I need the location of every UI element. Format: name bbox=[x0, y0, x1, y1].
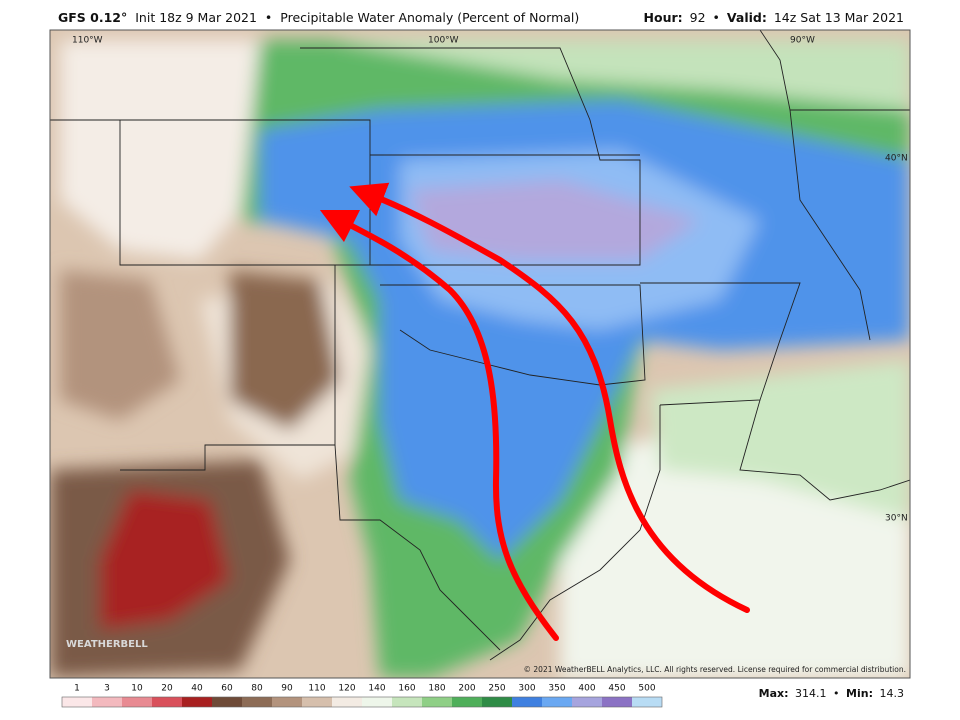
colorbar-swatch bbox=[362, 697, 392, 707]
colorbar-swatch bbox=[302, 697, 332, 707]
colorbar-swatch bbox=[272, 697, 302, 707]
separator: • bbox=[265, 10, 272, 25]
colorbar-frame bbox=[61, 696, 663, 708]
colorbar-swatch bbox=[212, 697, 242, 707]
colorbar-swatch bbox=[152, 697, 182, 707]
colorbar-label: 1 bbox=[74, 684, 80, 694]
header-right: Hour: 92 • Valid: 14z Sat 13 Mar 2021 bbox=[644, 10, 904, 25]
lon-label: 90°W bbox=[790, 36, 815, 46]
colorbar: 1 3 10 20 40 60 80 90 110 120 140 160 180 200 250 300 35… bbox=[61, 684, 663, 708]
colorbar-swatch bbox=[242, 697, 272, 707]
colorbar-swatch bbox=[92, 697, 122, 707]
colorbar-label: 500 bbox=[638, 684, 655, 694]
colorbar-swatch bbox=[542, 697, 572, 707]
colorbar-swatch bbox=[482, 697, 512, 707]
separator: • bbox=[833, 687, 840, 700]
colorbar-label: 90 bbox=[281, 684, 293, 694]
header-left: GFS 0.12° Init 18z 9 Mar 2021 • Precipit… bbox=[58, 10, 579, 25]
colorbar-swatch bbox=[452, 697, 482, 707]
product: Precipitable Water Anomaly (Percent of N… bbox=[280, 10, 579, 25]
colorbar-label: 10 bbox=[131, 684, 143, 694]
colorbar-swatch bbox=[512, 697, 542, 707]
max: 314.1 bbox=[795, 687, 827, 700]
init: Init 18z 9 Mar 2021 bbox=[135, 10, 257, 25]
stats: Max: 314.1 • Min: 14.3 bbox=[759, 687, 904, 700]
colorbar-label: 400 bbox=[578, 684, 595, 694]
model: GFS 0.12° bbox=[58, 10, 127, 25]
colorbar-swatch bbox=[182, 697, 212, 707]
colorbar-label: 40 bbox=[191, 684, 203, 694]
colorbar-label: 110 bbox=[308, 684, 325, 694]
field bbox=[50, 40, 910, 678]
colorbar-label: 450 bbox=[608, 684, 625, 694]
colorbar-label: 80 bbox=[251, 684, 263, 694]
colorbar-label: 120 bbox=[338, 684, 355, 694]
min: 14.3 bbox=[880, 687, 905, 700]
colorbar-swatch bbox=[632, 697, 662, 707]
colorbar-label: 300 bbox=[518, 684, 535, 694]
colorbar-swatch bbox=[62, 697, 92, 707]
hour: 92 bbox=[690, 10, 706, 25]
colorbar-label: 250 bbox=[488, 684, 505, 694]
separator: • bbox=[713, 10, 720, 25]
colorbar-swatch bbox=[122, 697, 152, 707]
map: 110°W 100°W 90°W 40°N 30°N WEATHERBELL ©… bbox=[50, 30, 910, 678]
lat-label: 40°N bbox=[885, 154, 908, 164]
colorbar-swatch bbox=[572, 697, 602, 707]
colorbar-label: 140 bbox=[368, 684, 385, 694]
colorbar-label: 3 bbox=[104, 684, 110, 694]
colorbar-label: 180 bbox=[428, 684, 445, 694]
colorbar-swatch bbox=[392, 697, 422, 707]
min-label: Min: bbox=[846, 687, 873, 700]
logo: WEATHERBELL bbox=[66, 639, 148, 650]
valid-label: Valid: bbox=[727, 10, 767, 25]
lon-label: 110°W bbox=[72, 36, 103, 46]
colorbar-swatch bbox=[602, 697, 632, 707]
max-label: Max: bbox=[759, 687, 789, 700]
valid: 14z Sat 13 Mar 2021 bbox=[774, 10, 904, 25]
colorbar-label: 160 bbox=[398, 684, 415, 694]
flow-arrows bbox=[319, 182, 750, 641]
colorbar-label: 20 bbox=[161, 684, 173, 694]
borders bbox=[50, 30, 910, 661]
colorbar-label: 60 bbox=[221, 684, 233, 694]
colorbar-swatch bbox=[422, 697, 452, 707]
copyright: © 2021 WeatherBELL Analytics, LLC. All r… bbox=[524, 665, 906, 674]
hour-label: Hour: bbox=[644, 10, 683, 25]
colorbar-label: 200 bbox=[458, 684, 475, 694]
colorbar-label: 350 bbox=[548, 684, 565, 694]
lat-label: 30°N bbox=[885, 514, 908, 524]
lon-label: 100°W bbox=[428, 36, 459, 46]
map-frame bbox=[49, 29, 911, 679]
colorbar-swatch bbox=[332, 697, 362, 707]
